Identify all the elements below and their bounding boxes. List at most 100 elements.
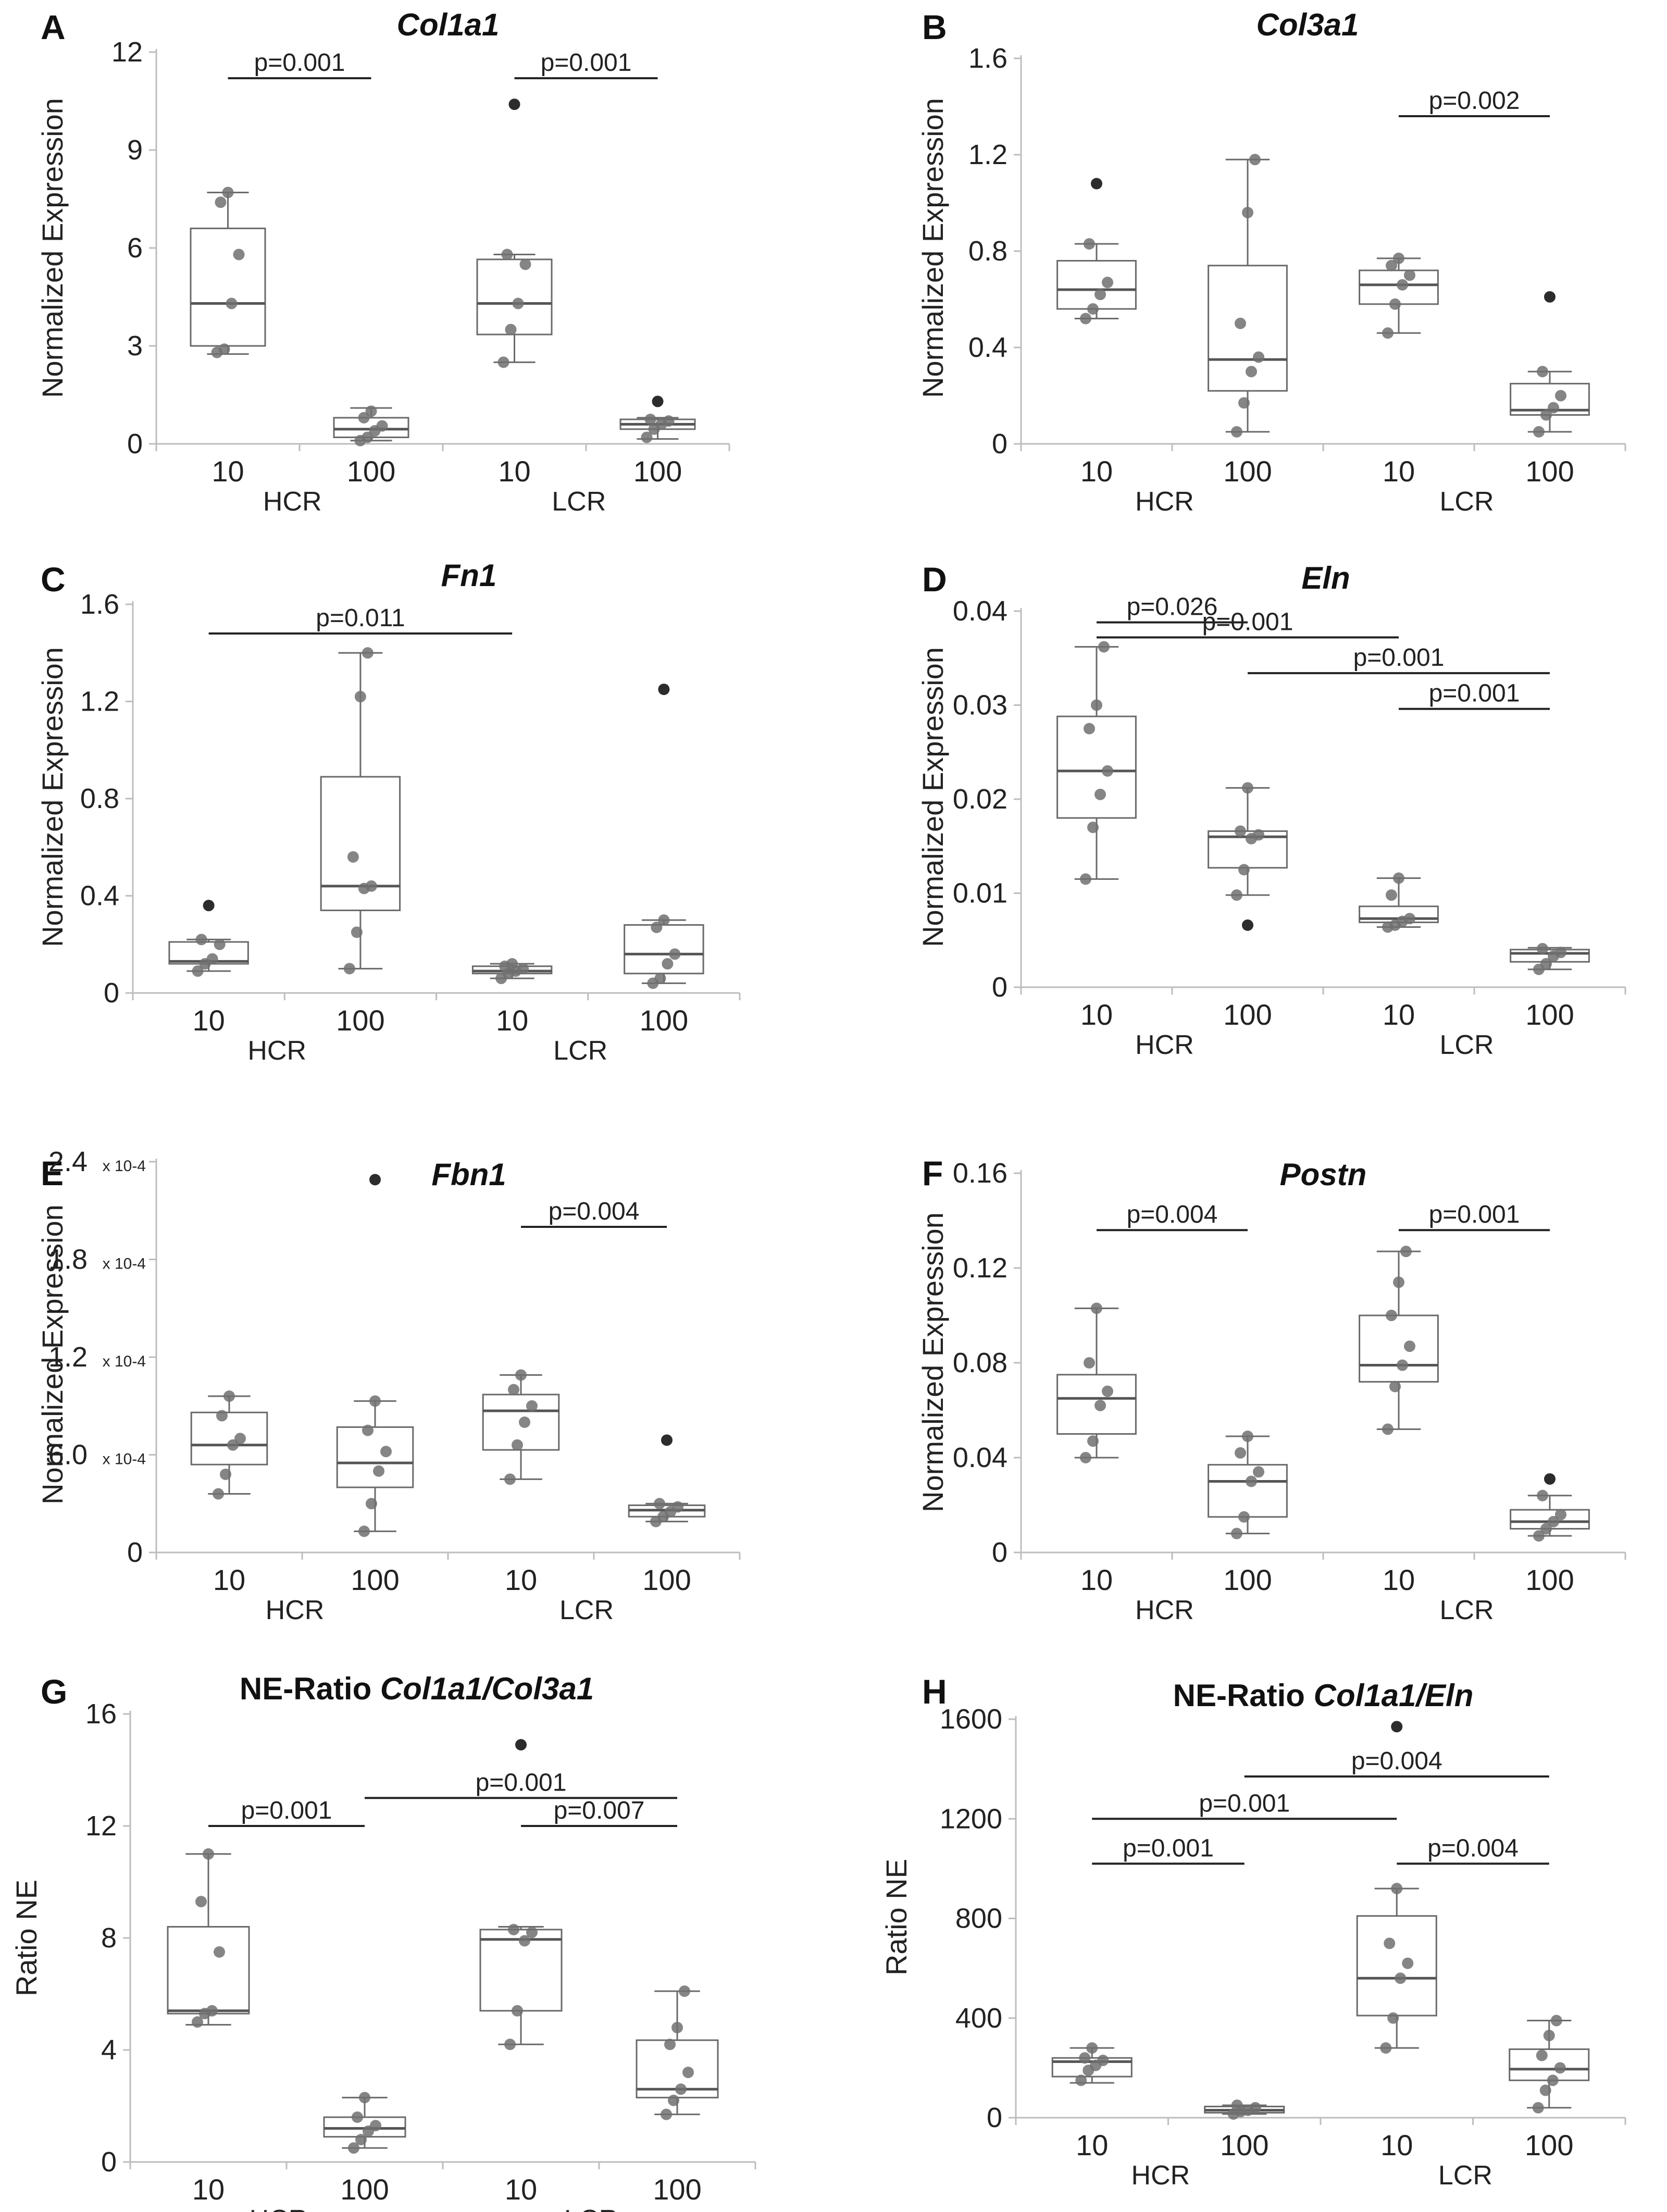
data-point: [220, 1469, 231, 1480]
x-category-label: 10: [1080, 998, 1113, 1031]
y-tick-label: 1200: [940, 1803, 1002, 1834]
data-point: [661, 2108, 672, 2120]
title-gene: Col1a1/Col3a1: [380, 1671, 594, 1706]
data-point: [1393, 252, 1404, 264]
x-group-label: LCR: [564, 2205, 618, 2212]
box-4: [628, 1434, 706, 1527]
box-2: [1208, 782, 1288, 931]
box-3: [1359, 252, 1439, 339]
p-value-label: p=0.001: [254, 49, 345, 77]
outlier-point: [203, 900, 215, 912]
y-tick-label: 2.4: [48, 1146, 88, 1177]
x-category-label: 10: [1076, 2129, 1108, 2161]
data-point: [508, 1384, 519, 1396]
box-1: [167, 1848, 250, 2028]
data-point: [1537, 942, 1548, 954]
data-point: [195, 1896, 207, 1908]
y-tick-suffix: x 10-4: [103, 1451, 146, 1468]
x-category-label: 100: [642, 1563, 691, 1596]
y-tick-label: 1.2: [48, 1341, 88, 1373]
y-tick-suffix: x 10-4: [103, 1158, 146, 1175]
title-gene: Col3a1: [1257, 7, 1359, 42]
data-point: [512, 1439, 523, 1451]
data-point: [1238, 864, 1250, 876]
data-point: [192, 965, 204, 977]
box-iqr: [1056, 715, 1137, 819]
data-point: [1382, 327, 1394, 339]
y-tick-label: 0.01: [953, 878, 1007, 909]
y-axis-label: Normalized Expression: [36, 98, 69, 398]
data-point: [1404, 913, 1415, 925]
data-point: [662, 958, 674, 970]
x-group-label: HCR: [1131, 2160, 1190, 2191]
y-tick-label: 0: [101, 2146, 117, 2178]
data-point: [1386, 259, 1397, 271]
data-point: [519, 1416, 530, 1428]
data-point: [214, 1946, 225, 1958]
x-group-label: HCR: [1135, 1595, 1194, 1625]
data-point: [512, 2005, 523, 2017]
data-point: [1084, 238, 1095, 250]
y-tick-label: 0: [127, 1537, 143, 1568]
panel-g: G NE-Ratio Col1a1/Col3a1 Ratio NE 0 4 8 12 16 10…: [10, 1671, 756, 2212]
data-point: [370, 2120, 381, 2132]
data-point: [644, 414, 656, 425]
y-tick-label: 0: [992, 972, 1007, 1003]
data-point: [1231, 1527, 1242, 1539]
data-point: [1091, 699, 1102, 711]
box-2: [1208, 1431, 1288, 1539]
x-category-label: 100: [1525, 1563, 1574, 1596]
chart-title: NE-Ratio Col1a1/Col3a1: [240, 1671, 594, 1706]
data-point: [1087, 303, 1099, 315]
data-point: [508, 1923, 519, 1935]
data-point: [352, 2111, 363, 2123]
data-point: [358, 1525, 370, 1537]
data-point: [679, 1985, 690, 1997]
box-4: [1510, 1473, 1590, 1542]
data-point: [1555, 1509, 1566, 1521]
title-gene: Fbn1: [431, 1157, 506, 1192]
box-3: [476, 98, 553, 368]
data-point: [348, 2142, 359, 2154]
panel-c: C Fn1 Normalized Expression 0 0.4 0.8 1.2 1.6 10…: [36, 558, 741, 1066]
box-iqr: [1356, 1915, 1437, 2017]
data-point: [654, 973, 666, 985]
data-point: [366, 1498, 377, 1510]
data-point: [1539, 2084, 1551, 2096]
data-point: [362, 1424, 374, 1436]
outlier-point: [1242, 919, 1253, 931]
p-value-label: p=0.026: [1127, 593, 1218, 621]
data-point: [1253, 829, 1264, 841]
data-point: [1393, 1276, 1404, 1288]
data-point: [1235, 1447, 1246, 1459]
y-axis-label: Ratio NE: [10, 1880, 43, 1996]
p-value-label: p=0.011: [316, 604, 405, 632]
y-tick-label: 3: [127, 330, 143, 362]
data-point: [1550, 2015, 1562, 2027]
x-group-label: LCR: [1439, 1595, 1494, 1625]
y-tick-label: 0: [992, 1537, 1007, 1568]
data-point: [365, 880, 377, 892]
data-point: [1253, 1466, 1264, 1478]
data-point: [1102, 1385, 1113, 1397]
x-category-label: 10: [1080, 455, 1113, 488]
data-point: [506, 958, 518, 970]
data-point: [1389, 1381, 1401, 1393]
chart-title: Eln: [1301, 561, 1350, 595]
data-point: [1402, 1957, 1414, 1969]
x-category-label: 100: [640, 1004, 688, 1037]
data-point: [1087, 822, 1099, 834]
data-point: [1242, 1431, 1253, 1443]
data-point: [358, 412, 370, 424]
box-1: [1056, 641, 1137, 885]
panel-letter: F: [922, 1154, 943, 1192]
panel-h: H NE-Ratio Col1a1/Eln Ratio NE 0 400 800 1200 1…: [880, 1672, 1626, 2191]
x-group-label: LCR: [1439, 1030, 1494, 1060]
data-point: [1391, 1883, 1403, 1895]
box-1: [190, 187, 266, 358]
box-3: [1359, 1246, 1439, 1435]
data-point: [671, 2022, 683, 2033]
p-value-label: p=0.001: [1429, 680, 1520, 707]
data-point: [213, 1488, 224, 1500]
